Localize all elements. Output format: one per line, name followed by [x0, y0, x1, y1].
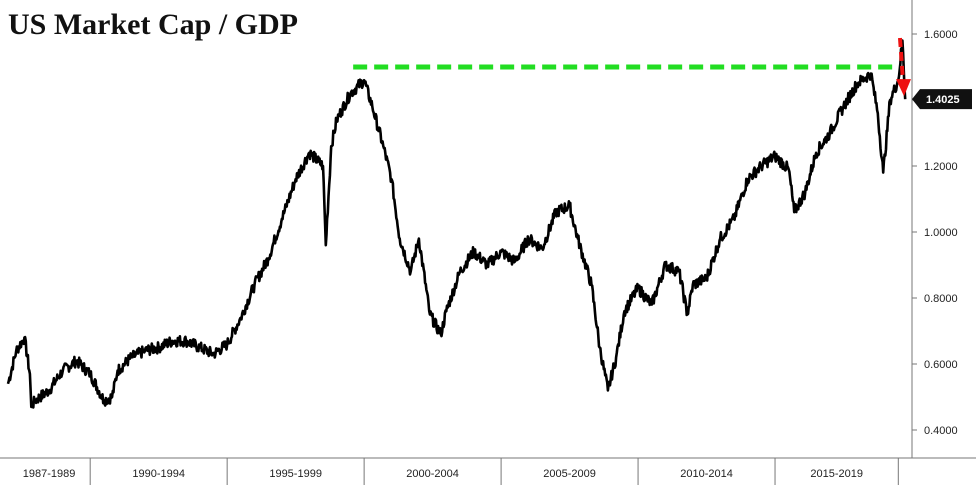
y-tick-label: 0.8000: [924, 293, 958, 305]
y-axis: 1.60001.40001.20001.00000.80000.60000.40…: [911, 0, 958, 458]
y-tick-label: 1.6000: [924, 29, 958, 41]
down-arrow-head: [896, 79, 911, 97]
y-tick-label: 0.6000: [924, 359, 958, 371]
series-line: [6, 39, 907, 409]
y-tick-label: 1.0000: [924, 227, 958, 239]
x-category-label: 2005-2009: [543, 468, 596, 480]
down-arrow-shaft: [898, 37, 905, 82]
x-category-label: 2015-2019: [810, 468, 863, 480]
x-category-label: 1995-1999: [269, 468, 322, 480]
x-category-label: 2000-2004: [406, 468, 459, 480]
chart-title: US Market Cap / GDP: [8, 8, 298, 41]
x-axis: 1987-1989 1990-1994 1995-1999 2000-2004 2005…: [0, 457, 976, 485]
y-tick-label: 1.2000: [924, 161, 958, 173]
series-group: [6, 39, 907, 409]
y-tick-label: 0.4000: [924, 425, 958, 437]
x-category-label: 1987-1989: [23, 468, 76, 480]
annotation-group: 1.4025: [896, 37, 972, 110]
x-category-label: 2010-2014: [680, 468, 733, 480]
last-value-badge: [912, 89, 972, 110]
x-category-label: 1990-1994: [132, 468, 185, 480]
last-value-label: 1.4025: [926, 94, 960, 106]
